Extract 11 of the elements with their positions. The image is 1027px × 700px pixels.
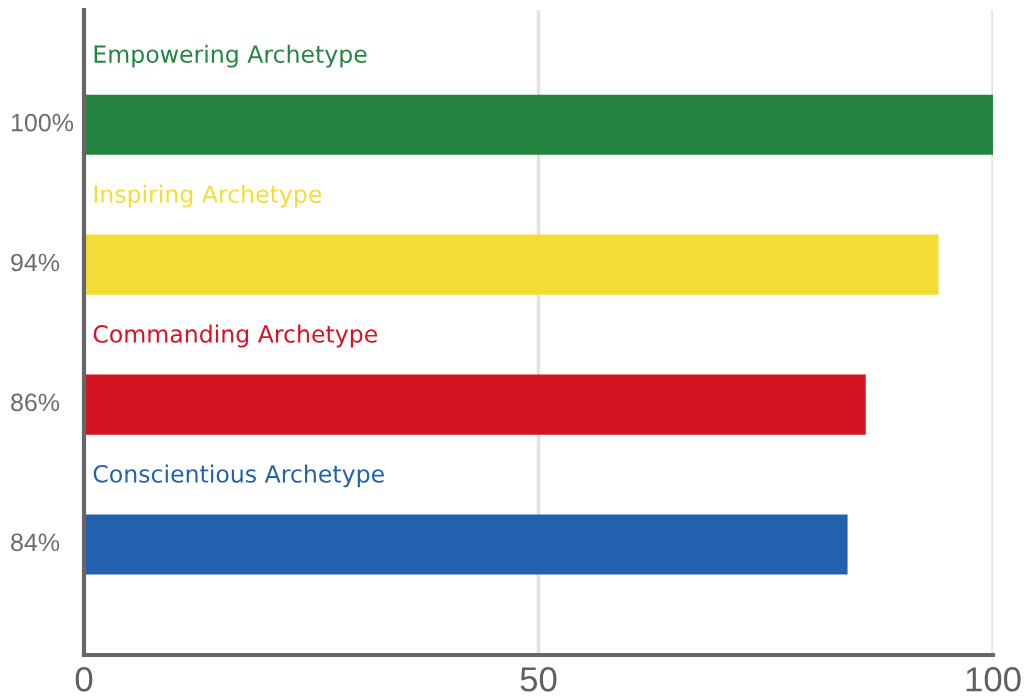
y-tick-label: Commanding Archetype [93,324,377,348]
data-label: 94% [11,253,60,272]
y-tick-label: Conscientious Archetype [93,464,384,488]
data-label: 86% [11,393,60,412]
x-tick-label: 0 [75,667,93,692]
data-label: 84% [11,533,60,552]
x-tick-label: 100 [966,667,1021,692]
data-label: 100% [11,113,74,132]
x-tick-label: 50 [520,667,557,692]
y-tick-label: Inspiring Archetype [94,184,322,208]
y-tick-label: Empowering Archetype [94,44,367,68]
